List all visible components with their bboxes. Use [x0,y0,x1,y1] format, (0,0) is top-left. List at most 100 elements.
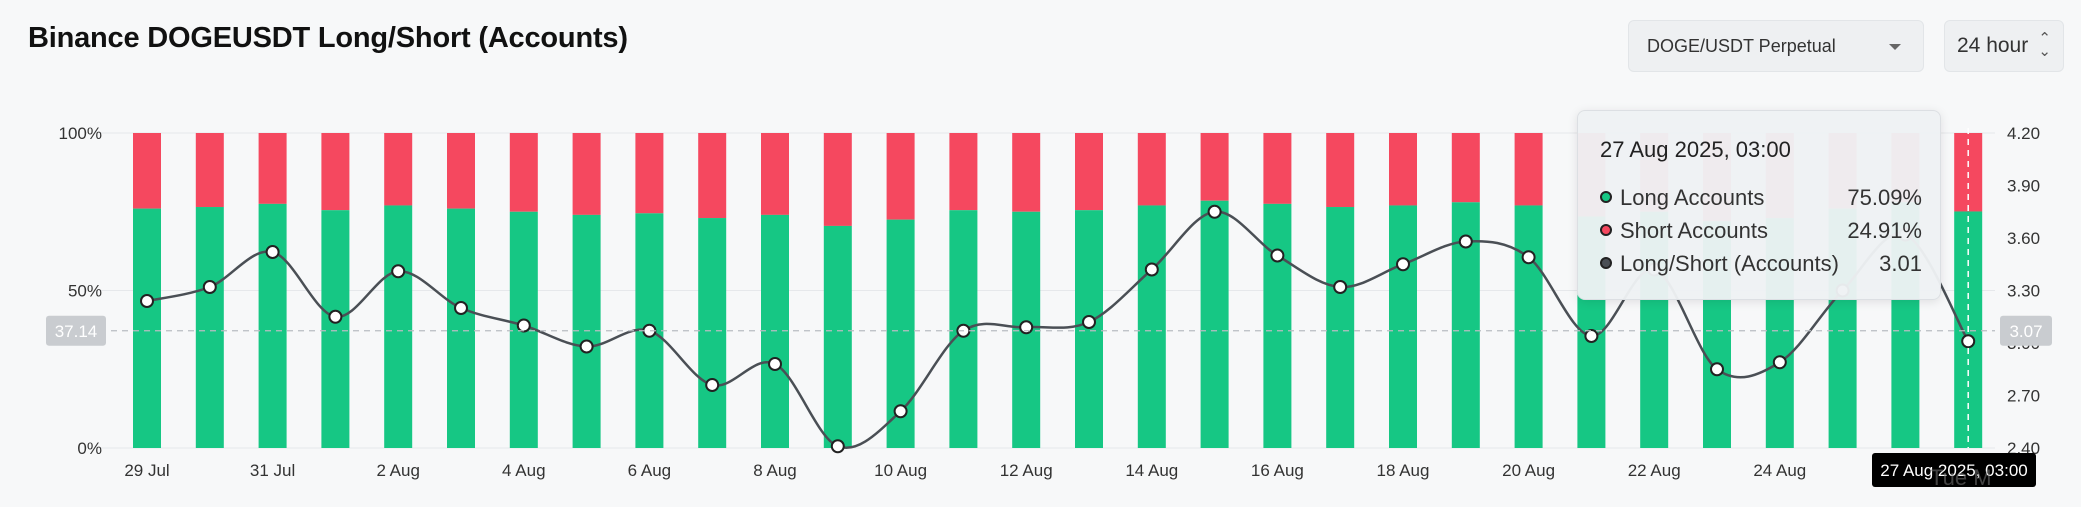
tooltip-short-value: 24.91% [1847,218,1922,243]
bar-short [321,133,350,211]
bar-short [823,133,852,226]
x-tick-label: 12 Aug [1000,461,1053,480]
tooltip-long-label: Long Accounts [1620,185,1765,210]
ratio-point [705,378,720,392]
chevron-down-icon [1889,44,1901,50]
ratio-point [1396,257,1410,272]
interval-select[interactable]: 24 hour ⌃ ⌄ [1944,20,2064,72]
bar-short [761,133,789,215]
crosshair-left-value: 37.14 [55,322,98,341]
crosshair-time-label: 27 Aug 2025, 03:00 [1880,461,2027,480]
x-tick-label: 2 Aug [376,461,420,480]
x-tick-label: 24 Aug [1753,461,1806,480]
ratio-point [1710,362,1724,377]
ratio-point [1458,234,1473,249]
bar-short [1326,133,1355,208]
bar-long [1389,205,1417,448]
bar-long [1514,205,1543,448]
y-tick-label-right: 3.30 [2007,282,2040,301]
ratio-point [202,280,217,294]
bar-short [949,133,978,211]
crosshair-right-value: 3.07 [2009,322,2042,341]
tooltip-short-label: Short Accounts [1620,218,1768,243]
crosshair-right-badge [2000,315,2052,346]
bar-long [761,214,789,448]
bar-short [1075,133,1103,211]
tooltip-ratio-value: 3.01 [1879,251,1922,276]
bar-short [447,133,475,209]
long-dot-icon [1600,191,1612,203]
crosshair-time-badge [1872,453,2036,487]
x-tick-label: 18 Aug [1377,461,1430,480]
ratio-point [454,301,468,315]
tooltip-ratio-label: Long/Short (Accounts) [1620,251,1839,276]
ratio-point [893,404,908,419]
bar-short [1451,133,1480,203]
bar-short [1263,133,1292,204]
bar-long [1326,207,1355,448]
x-tick-label: 29 Jul [124,461,169,480]
bar-long [258,203,287,448]
bar-short [1012,133,1041,212]
tooltip-row-short: Short Accounts 24.91% [1600,218,1922,246]
bar-long [321,210,350,448]
bar-short [698,133,727,219]
crosshair-left-badge [46,315,106,346]
ratio-dot-icon [1600,257,1612,269]
x-tick-label: 6 Aug [628,461,672,480]
interval-select-label: 24 hour [1957,34,2029,57]
bar-short [1514,133,1543,206]
y-tick-label-left: 50% [68,282,102,301]
bar-short [1137,133,1166,206]
bar-long [1137,205,1166,448]
y-tick-label-right: 3.60 [2007,229,2040,248]
bar-long [698,218,727,448]
up-down-chevron-icon: ⌃ ⌄ [2038,30,2051,60]
bar-long [572,214,601,448]
bar-short [509,133,538,212]
ratio-point [768,357,782,371]
x-tick-label: 10 Aug [874,461,927,480]
chart-title: Binance DOGEUSDT Long/Short (Accounts) [28,22,628,54]
bar-long [133,208,161,448]
x-tick-label: 8 Aug [753,461,797,480]
y-tick-label-right: 2.70 [2007,387,2040,406]
bar-short [195,133,224,208]
ratio-point [1082,315,1096,329]
bar-short [1389,133,1417,206]
x-tick-label: 14 Aug [1125,461,1178,480]
ratio-point [1207,204,1222,219]
bar-long [1200,200,1229,448]
chart-tooltip: 27 Aug 2025, 03:00 Long Accounts 75.09% … [1577,110,1941,300]
ratio-point [1019,320,1034,335]
ratio-point [830,439,845,454]
bar-long [384,205,413,448]
x-tick-label: 22 Aug [1628,461,1681,480]
ratio-point [1772,355,1787,370]
symbol-select[interactable]: DOGE/USDT Perpetual [1628,20,1924,72]
x-tick-label: 4 Aug [502,461,546,480]
ratio-point [328,309,343,324]
ratio-point [1333,280,1348,294]
y-tick-label-right: 4.20 [2007,124,2040,143]
ratio-point [391,264,406,279]
y-tick-label-left: 100% [59,124,102,143]
bar-long [447,208,475,448]
short-dot-icon [1600,224,1612,236]
tooltip-row-long: Long Accounts 75.09% [1600,185,1922,213]
watermark: Tue M [1930,465,1992,490]
ratio-point [1270,248,1285,263]
tooltip-time: 27 Aug 2025, 03:00 [1600,137,1791,162]
bar-short [133,133,161,209]
bar-long [823,225,852,448]
bar-short [258,133,287,204]
y-tick-label-left: 0% [77,439,102,458]
ratio-point [516,318,531,333]
ratio-point [579,339,594,354]
bar-long [1075,210,1103,448]
tooltip-row-ratio: Long/Short (Accounts) 3.01 [1600,251,1922,279]
bar-short [572,133,601,215]
ratio-point [140,294,154,308]
bar-short [1200,133,1229,201]
bar-long [1263,203,1292,448]
